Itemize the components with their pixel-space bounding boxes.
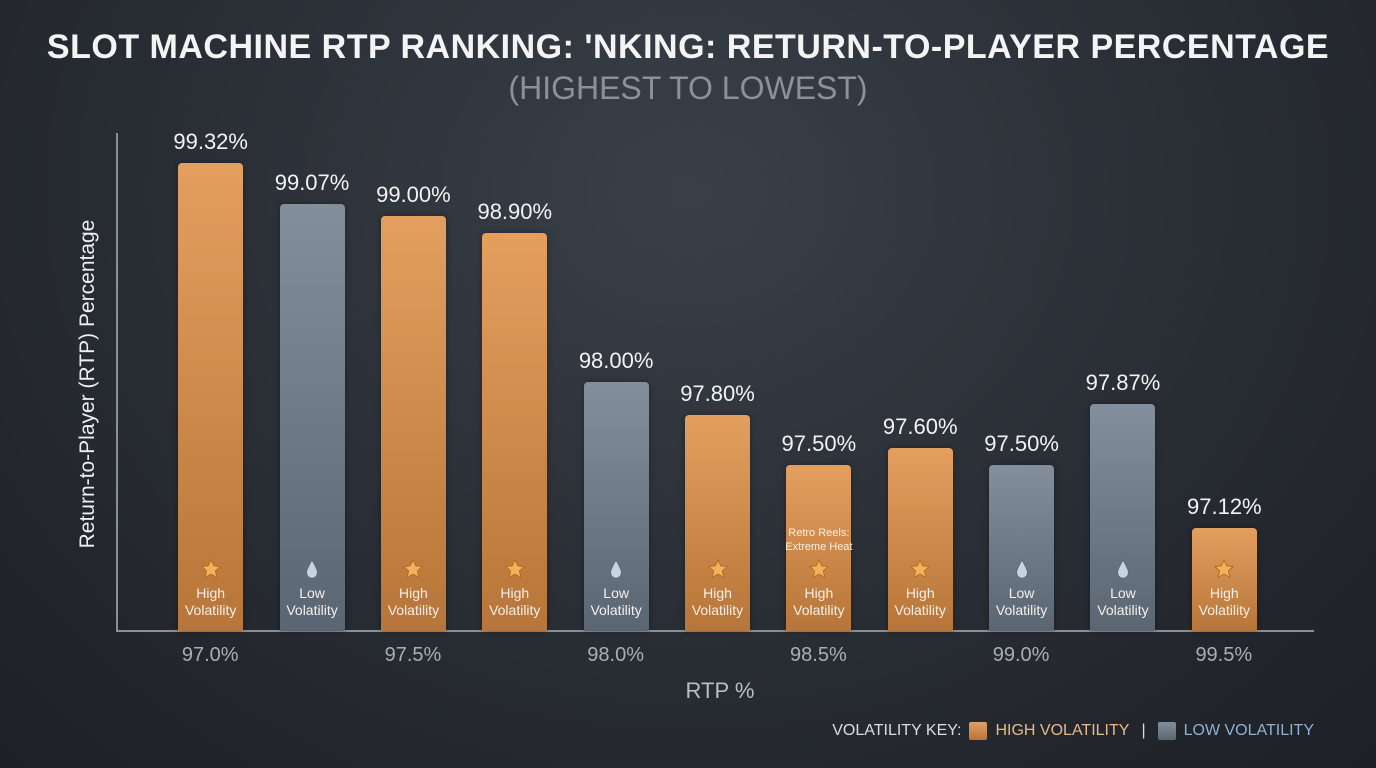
legend-separator: | — [1141, 722, 1146, 739]
x-tick-mark — [210, 631, 211, 632]
value-label: 98.00% — [578, 348, 654, 373]
value-label: 97.80% — [680, 381, 755, 407]
chart-title: SLOT MACHINE RTP RANKING: 'NKING: RETURN… — [46, 28, 1330, 66]
legend-label: HIGH VOLATILITY — [995, 722, 1130, 739]
bar — [1090, 403, 1156, 631]
bar-icon — [301, 558, 323, 580]
legend-swatch — [969, 722, 988, 740]
value-label: 97.12% — [1187, 494, 1262, 520]
legend-label: LOW VOLATILITY — [1183, 722, 1314, 739]
value-label: 99.32% — [173, 128, 248, 154]
bar-text: High Volatility — [691, 585, 744, 618]
bar-icon — [200, 558, 222, 580]
bar-text: High Volatility — [793, 585, 845, 618]
bar-text: High Volatility — [1198, 585, 1250, 618]
value-label: 97.50% — [781, 431, 857, 456]
bar — [989, 465, 1055, 631]
x-tick-label: 99.0% — [992, 644, 1050, 666]
value-label: 97.50% — [984, 431, 1059, 456]
y-axis-line — [116, 133, 118, 632]
value-label: 97.87% — [1085, 369, 1161, 395]
bar-icon — [808, 558, 830, 580]
value-label: 99.00% — [376, 182, 451, 207]
bar — [786, 465, 852, 631]
legend-title: VOLATILITY KEY: — [832, 722, 962, 739]
value-label: 98.90% — [477, 198, 553, 224]
x-axis-label: RTP % — [685, 678, 755, 703]
bar — [583, 382, 649, 631]
x-tick-label: 98.0% — [587, 644, 645, 666]
bar-icon — [707, 558, 729, 580]
bar-text: Low Volatility — [995, 585, 1048, 618]
x-tick-mark — [413, 631, 414, 632]
x-tick-mark — [1224, 631, 1225, 632]
bar-text: Low Volatility — [1097, 585, 1149, 618]
x-tick-mark — [1021, 631, 1022, 632]
chart-subtitle: (HIGHEST TO LOWEST) — [508, 70, 868, 106]
bar-icon — [1213, 558, 1235, 580]
value-label: 99.07% — [274, 170, 350, 196]
x-tick-label: 99.5% — [1195, 644, 1253, 666]
x-tick-mark — [616, 631, 617, 632]
bar-text: Low Volatility — [590, 585, 642, 618]
bar-text: Low Volatility — [286, 585, 338, 618]
bar-icon — [605, 558, 627, 580]
bar-text: High Volatility — [184, 585, 237, 618]
bar-icon — [402, 558, 424, 580]
legend: VOLATILITY KEY: HIGH VOLATILITY | LOW VOLAT… — [832, 722, 1314, 740]
x-tick-mark — [818, 631, 819, 632]
bar-icon — [909, 558, 931, 580]
bar-text: High Volatility — [894, 585, 946, 618]
bar-text: High Volatility — [489, 585, 541, 618]
x-tick-label: 97.5% — [384, 644, 442, 666]
x-axis-line — [116, 630, 1314, 632]
y-axis-label: Return-to-Player (RTP) Percentage — [76, 219, 99, 549]
x-tick-label: 98.5% — [790, 644, 847, 666]
bar-icon — [1011, 558, 1033, 580]
x-tick-label: 97.0% — [181, 644, 239, 666]
bar-text: High Volatility — [387, 585, 440, 618]
bar-icon — [504, 558, 526, 580]
bar-note: Retro Reels: Extreme Heat — [785, 527, 853, 553]
value-label: 97.60% — [882, 414, 958, 440]
bar — [178, 162, 244, 631]
bar-icon — [1112, 558, 1134, 580]
bar — [685, 415, 750, 631]
bar — [1191, 528, 1257, 631]
bar — [887, 448, 953, 631]
legend-swatch — [1157, 722, 1176, 740]
